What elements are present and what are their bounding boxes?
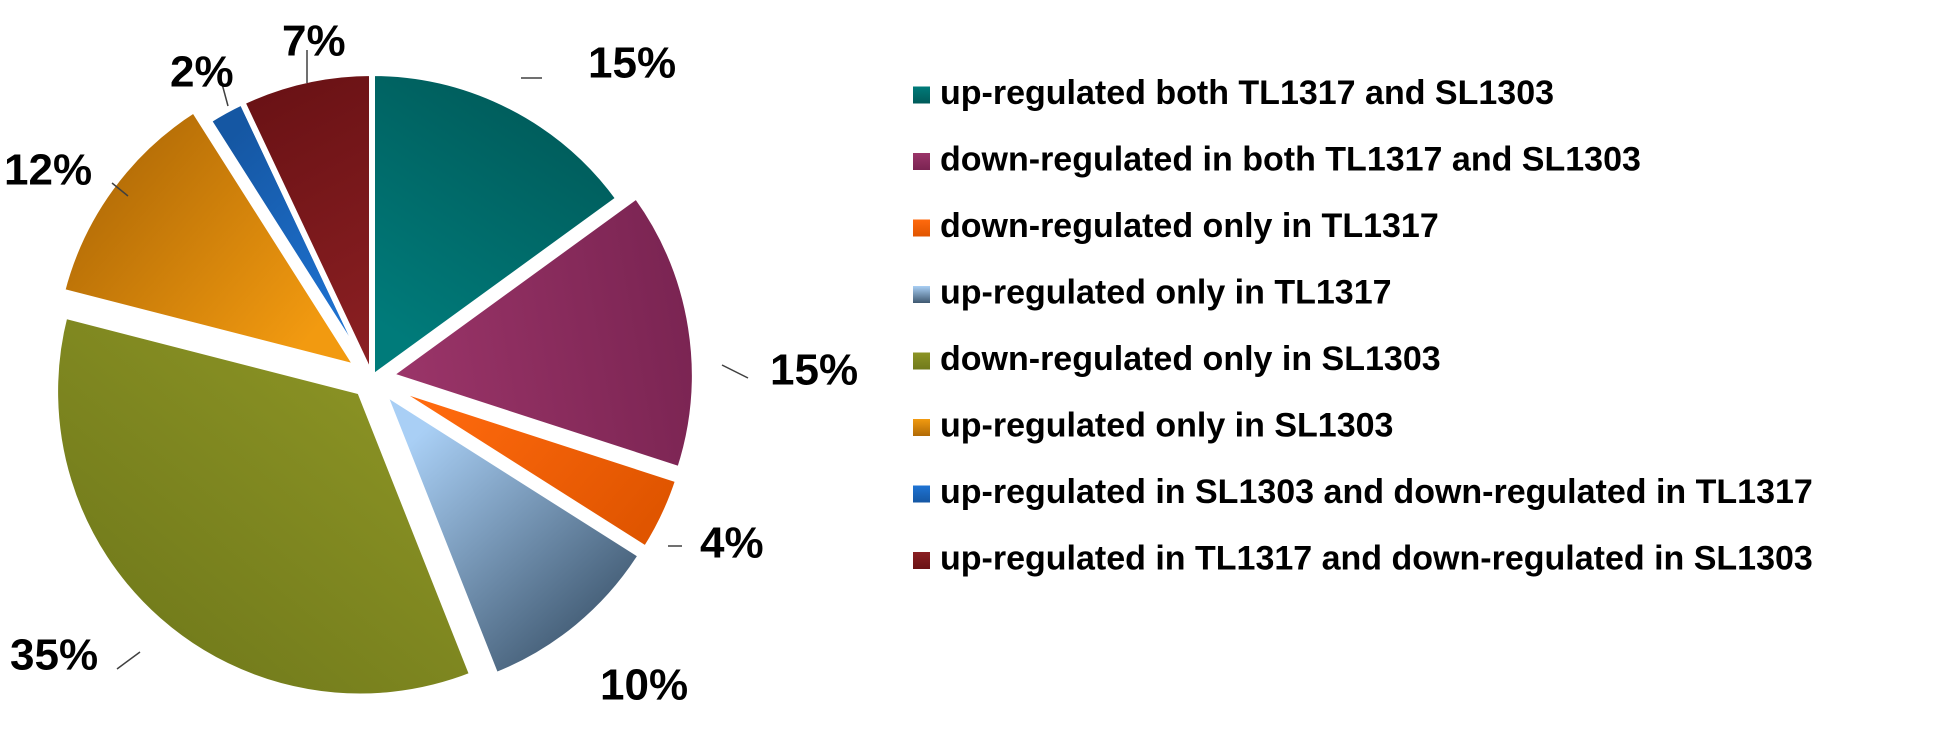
legend-swatch [913, 219, 930, 237]
pie-slice-up-regulated-in-tl1317-and-down-regulated-in-sl1303 [238, 69, 375, 380]
pie-slice-down-regulated-in-both-tl1317-and-sl1303 [383, 191, 698, 474]
slice-label-up-regulated-in-sl1303-and-down-regulated-in-tl1317: 2% [170, 48, 234, 97]
legend-item-up-regulated-in-sl1303-and-down-regulated-in-tl1317: up-regulated in SL1303 and down-regulate… [913, 473, 1813, 511]
legend-label: up-regulated in SL1303 and down-regulate… [940, 473, 1813, 511]
legend-swatch [913, 419, 930, 436]
legend-item-up-regulated-in-tl1317-and-down-regulated-in-sl1303: up-regulated in TL1317 and down-regulate… [913, 539, 1813, 577]
leader-line-4 [116, 651, 141, 670]
leader-line-1 [721, 364, 749, 379]
leader-lines [111, 50, 749, 670]
pie-slice-up-regulated-only-in-sl1303 [58, 105, 365, 373]
legend-label: down-regulated only in TL1317 [940, 207, 1439, 245]
pie-slices [52, 69, 698, 700]
legend-swatch [913, 86, 930, 104]
slice-label-up-regulated-both-tl1317-and-sl1303: 15% [588, 39, 676, 88]
legend: up-regulated both TL1317 and SL1303 down-… [913, 74, 1813, 577]
legend-label: down-regulated in both TL1317 and SL1303 [940, 140, 1641, 178]
slice-label-up-regulated-only-in-tl1317: 10% [600, 661, 688, 710]
legend-label: down-regulated only in SL1303 [940, 340, 1441, 378]
legend-item-up-regulated-only-in-sl1303: up-regulated only in SL1303 [913, 406, 1393, 444]
legend-swatch [913, 552, 930, 569]
leader-line-6 [220, 79, 229, 107]
legend-item-down-regulated-only-in-sl1303: down-regulated only in SL1303 [913, 340, 1441, 378]
leader-line-5 [111, 182, 129, 197]
legend-item-up-regulated-only-in-tl1317: up-regulated only in TL1317 [913, 273, 1392, 311]
pie-slice-up-regulated-only-in-tl1317 [377, 384, 646, 680]
slice-label-down-regulated-only-in-sl1303: 35% [10, 631, 98, 680]
legend-swatch [913, 286, 930, 303]
slice-labels: 15% 15% 4% 10% 35% 12% 2% 7% [4, 17, 858, 710]
slice-label-up-regulated-in-tl1317-and-down-regulated-in-sl1303: 7% [282, 17, 346, 66]
legend-item-down-regulated-in-both-tl1317-and-sl1303: down-regulated in both TL1317 and SL1303 [913, 140, 1641, 178]
legend-item-up-regulated-both-tl1317-and-sl1303: up-regulated both TL1317 and SL1303 [913, 74, 1554, 112]
legend-label: up-regulated both TL1317 and SL1303 [940, 74, 1554, 112]
legend-item-down-regulated-only-in-tl1317: down-regulated only in TL1317 [913, 207, 1439, 245]
legend-label: up-regulated only in TL1317 [940, 273, 1392, 311]
pie-slice-down-regulated-only-in-tl1317 [386, 382, 683, 554]
slice-label-down-regulated-in-both-tl1317-and-sl1303: 15% [770, 346, 858, 395]
legend-label: up-regulated only in SL1303 [940, 406, 1393, 444]
slice-label-up-regulated-only-in-sl1303: 12% [4, 146, 92, 195]
legend-label: up-regulated in TL1317 and down-regulate… [940, 539, 1813, 577]
legend-swatch [913, 153, 930, 170]
legend-swatch [913, 485, 930, 503]
legend-swatch [913, 352, 930, 370]
pie-slice-down-regulated-only-in-sl1303 [52, 311, 477, 700]
slice-label-down-regulated-only-in-tl1317: 4% [700, 519, 764, 568]
pie-slice-up-regulated-both-tl1317-and-sl1303 [369, 69, 623, 384]
